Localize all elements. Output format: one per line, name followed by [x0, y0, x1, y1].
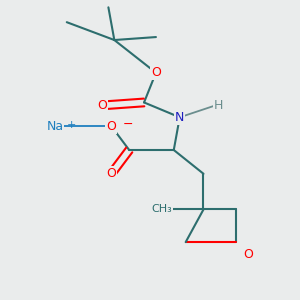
Text: CH₃: CH₃ [152, 204, 172, 214]
Text: H: H [214, 99, 223, 112]
Text: O: O [98, 99, 107, 112]
Text: Na: Na [46, 120, 64, 133]
Text: O: O [151, 66, 161, 79]
Text: +: + [67, 120, 76, 130]
Text: O: O [106, 120, 116, 133]
Text: O: O [243, 248, 253, 260]
Text: −: − [122, 118, 133, 131]
Text: O: O [106, 167, 116, 180]
Text: N: N [175, 111, 184, 124]
